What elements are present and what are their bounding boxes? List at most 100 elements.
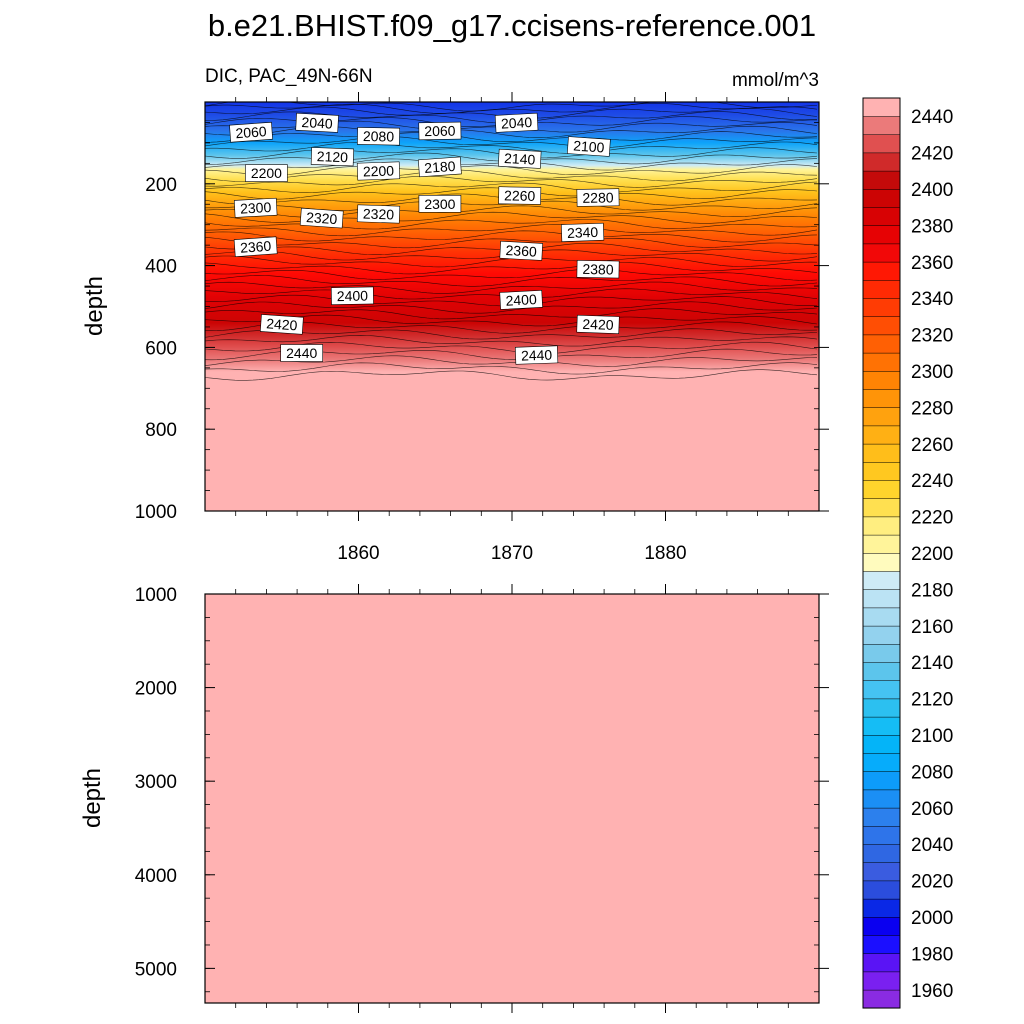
x-tick-label: 1860 xyxy=(337,543,379,564)
upper-y-axis-label: depth xyxy=(81,276,108,336)
contour-label-box xyxy=(233,236,278,257)
colorbar-label: 2300 xyxy=(911,362,953,383)
colorbar-label: 2140 xyxy=(911,653,953,674)
colorbar-swatch xyxy=(862,643,901,663)
contour-label-box xyxy=(499,289,543,310)
colorbar-swatch xyxy=(862,953,901,973)
colorbar-swatch xyxy=(862,297,901,317)
contour-label-text: 2440 xyxy=(286,345,317,361)
contour-label: 2400 xyxy=(499,289,543,310)
contour-label: 2360 xyxy=(499,240,543,261)
colorbar-swatch xyxy=(862,170,901,190)
contour-label-box xyxy=(295,112,339,133)
colorbar-label: 2040 xyxy=(911,835,953,856)
contour-line xyxy=(205,321,818,334)
colorbar-swatch xyxy=(862,97,901,117)
contour-label: 2380 xyxy=(576,260,620,279)
lower-panel: 1000 2000 3000 4000 5000 depth xyxy=(79,584,829,1013)
colorbar-swatch xyxy=(862,261,901,281)
chart-title: b.e21.BHIST.f09_g17.ccisens-reference.00… xyxy=(208,8,816,43)
colorbar-label: 2060 xyxy=(911,799,953,820)
contour-label-box xyxy=(499,240,543,261)
contour-label: 2140 xyxy=(497,148,542,169)
upper-panel: 2060 2040 2080 2060 2040 2100 2120 2200 2200 2180… xyxy=(81,92,829,564)
contour-label: 2440 xyxy=(514,345,559,365)
contour-line xyxy=(205,301,818,314)
contour-label-text: 2440 xyxy=(521,347,553,364)
contour-line xyxy=(205,328,818,340)
colorbar-swatch xyxy=(862,115,901,135)
colorbar-label: 2000 xyxy=(911,908,953,929)
colorbar-swatch xyxy=(862,771,901,791)
contour-label: 2360 xyxy=(233,236,278,257)
contour-label-box xyxy=(233,197,278,218)
colorbar-swatch xyxy=(862,370,901,390)
contour-line xyxy=(205,181,818,194)
contour-label: 2340 xyxy=(560,222,605,242)
x-tick-label: 1880 xyxy=(644,543,686,564)
contour-label-box xyxy=(418,121,462,141)
colorbar-swatch xyxy=(862,789,901,809)
contour-label-text: 2320 xyxy=(363,205,395,222)
colorbar-swatch xyxy=(862,516,901,536)
colorbar-swatch xyxy=(862,862,901,882)
lower-y-axis-label: depth xyxy=(79,768,106,828)
contour-line xyxy=(205,308,818,320)
colorbar-swatch xyxy=(862,279,901,299)
y-tick-label: 2000 xyxy=(135,679,177,700)
y-tick-label: 600 xyxy=(145,338,177,359)
colorbar-swatch xyxy=(862,134,901,154)
colorbar-label: 2080 xyxy=(911,762,953,783)
colorbar-swatch xyxy=(862,734,901,754)
contour-label-box xyxy=(576,314,620,334)
contour-label-text: 2260 xyxy=(504,187,536,204)
contour-label: 2320 xyxy=(356,204,401,224)
x-tick-label: 1870 xyxy=(491,543,533,564)
colorbar-swatch xyxy=(862,388,901,408)
contour-label-box xyxy=(280,344,324,362)
colorbar-label: 1980 xyxy=(911,944,953,965)
y-tick-label: 800 xyxy=(145,420,177,441)
contour-label-box xyxy=(229,121,273,143)
contour-label-box xyxy=(498,186,542,205)
contour-label-text: 2060 xyxy=(424,123,456,140)
contour-label-text: 2080 xyxy=(363,128,395,145)
contour-label: 2100 xyxy=(566,136,611,157)
colorbar-swatch xyxy=(862,607,901,627)
contour-label-box xyxy=(357,127,400,146)
colorbar-swatch xyxy=(862,680,901,700)
colorbar-swatch xyxy=(862,825,901,845)
contour-line xyxy=(205,275,818,287)
contour-label-box xyxy=(310,147,355,167)
contour-label-text: 2040 xyxy=(301,114,333,132)
colorbar-swatch xyxy=(862,188,901,208)
colorbar-swatch xyxy=(862,570,901,590)
contour-label: 2280 xyxy=(576,188,620,207)
colorbar-swatch xyxy=(862,661,901,681)
contour-label: 2320 xyxy=(299,207,344,229)
colorbar: 1960 1980 2000 2020 2040 2060 2080 2100 2120 2140… xyxy=(862,97,953,1009)
contour-line xyxy=(205,141,818,154)
contour-label-box xyxy=(514,345,559,365)
contour-label: 2440 xyxy=(280,344,324,362)
contour-label-box xyxy=(330,286,374,305)
contour-label: 2260 xyxy=(498,186,542,205)
contour-label: 2420 xyxy=(576,314,620,334)
colorbar-swatch xyxy=(862,752,901,772)
contour-label-text: 2300 xyxy=(240,199,272,217)
lower-axes: 1000 2000 3000 4000 5000 xyxy=(135,584,829,1013)
y-tick-label: 1000 xyxy=(135,502,177,523)
contour-label: 2300 xyxy=(418,195,462,213)
contour-label: 2060 xyxy=(229,121,273,143)
colorbar-swatch xyxy=(862,152,901,172)
colorbar-swatch xyxy=(862,479,901,499)
colorbar-swatch xyxy=(862,352,901,372)
lower-plot-area xyxy=(204,593,820,1004)
contour-label-text: 2420 xyxy=(582,316,614,333)
colorbar-label: 2320 xyxy=(911,326,953,347)
contour-line xyxy=(205,314,818,327)
colorbar-swatch xyxy=(862,243,901,263)
contour-label-text: 2140 xyxy=(504,150,536,168)
contour-line xyxy=(205,175,818,188)
